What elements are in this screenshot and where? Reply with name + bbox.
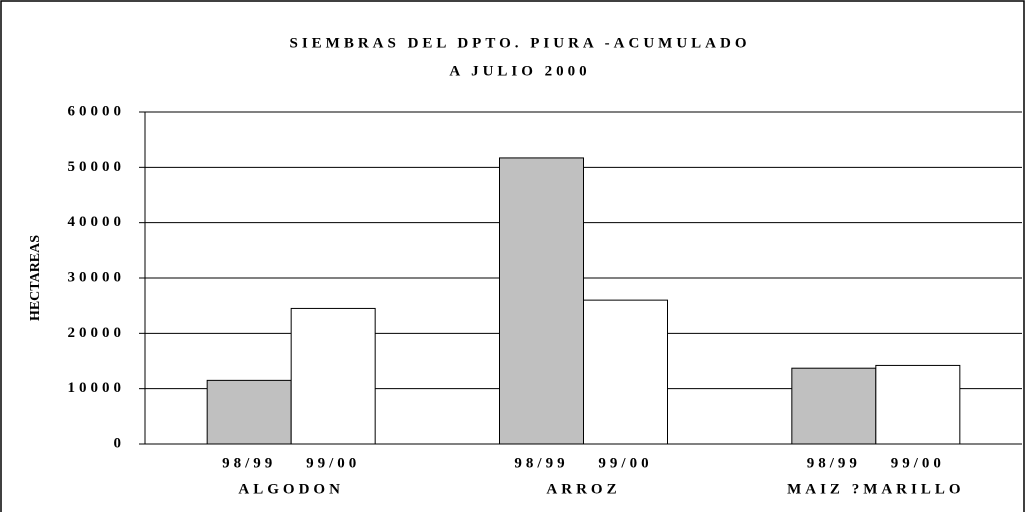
- bar: [583, 299, 668, 445]
- x-tick-label: ARROZ: [546, 481, 620, 497]
- chart-subtitle: A JULIO 2000: [449, 63, 590, 79]
- bar: [290, 307, 376, 445]
- series-label: 99/00: [306, 455, 360, 471]
- y-tick-label: 50000: [68, 159, 126, 175]
- chart-title: SIEMBRAS DEL DPTO. PIURA -ACUMULADO: [289, 35, 750, 51]
- series-label: 98/99: [222, 455, 276, 471]
- series-label: 98/99: [807, 455, 861, 471]
- y-tick-label: 40000: [68, 214, 126, 230]
- y-tick-label: 60000: [68, 103, 126, 119]
- bar: [875, 364, 961, 445]
- bar: [499, 157, 584, 445]
- series-label: 99/00: [891, 455, 945, 471]
- bar: [206, 379, 292, 445]
- y-tick-label: 10000: [68, 380, 126, 396]
- y-tick-label: 30000: [68, 269, 126, 285]
- series-label: 99/00: [598, 455, 652, 471]
- x-tick-label: MAIZ ?MARILLO: [787, 481, 964, 497]
- y-axis-label: HECTAREAS: [28, 235, 43, 321]
- x-tick-label: ALGODON: [238, 481, 344, 497]
- bar: [791, 367, 877, 445]
- series-label: 98/99: [514, 455, 568, 471]
- y-tick-label: 20000: [68, 325, 126, 341]
- y-tick-label: 0: [114, 435, 126, 451]
